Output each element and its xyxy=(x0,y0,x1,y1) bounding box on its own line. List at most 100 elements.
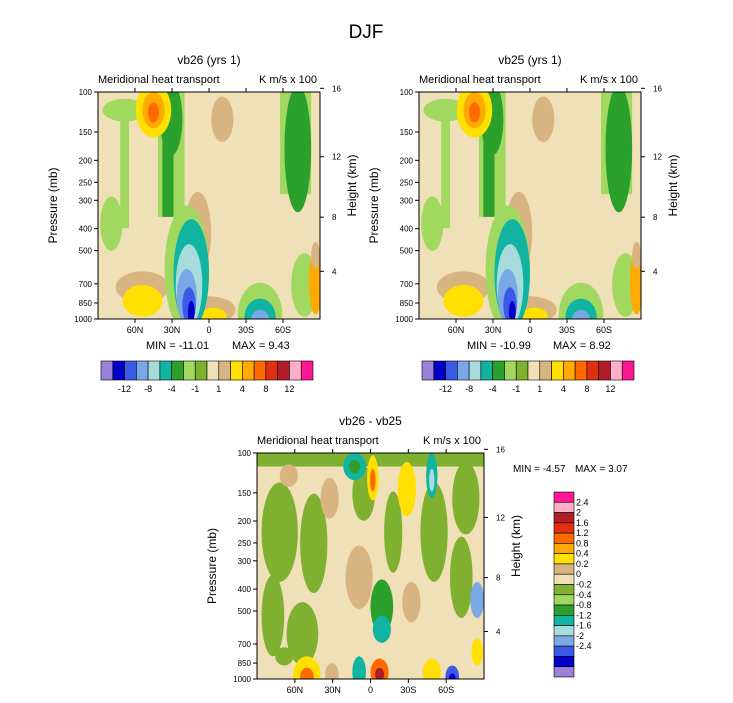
colorbar-box xyxy=(553,635,575,647)
colorbar-box xyxy=(194,360,208,381)
min-label: MIN = -4.57 xyxy=(513,464,566,475)
contour-region xyxy=(244,298,276,319)
x-tick-label: 30S xyxy=(559,325,575,335)
contour-region xyxy=(261,482,298,582)
panel-title: vb25 (yrs 1) xyxy=(498,53,561,67)
colorbar-label: -12 xyxy=(439,384,452,394)
contour-region xyxy=(532,96,555,142)
x-tick-label: 0 xyxy=(206,325,211,335)
colorbar-label: -8 xyxy=(144,384,152,394)
contour-region xyxy=(279,464,298,487)
contour-region xyxy=(345,545,373,609)
colorbar-label: -4 xyxy=(168,384,176,394)
contour-region xyxy=(187,300,195,319)
contour-region xyxy=(565,298,597,319)
height-tick-label: 16 xyxy=(496,445,505,454)
colorbar-box xyxy=(230,360,243,381)
contour-region xyxy=(352,656,366,679)
panel-title: vb26 - vb25 xyxy=(339,414,402,428)
contour-region xyxy=(300,493,328,594)
colorbar-label: -12 xyxy=(118,384,131,394)
colorbar-box xyxy=(553,656,575,668)
y-axis-label: Pressure (mb) xyxy=(205,528,219,604)
colorbar-box xyxy=(421,360,435,381)
subtitle-left: Meridional heat transport xyxy=(419,74,541,86)
colorbar-label: -0.8 xyxy=(576,600,592,610)
subtitle-right: K m/s x 100 xyxy=(423,435,481,447)
colorbar-label: 0.2 xyxy=(576,559,589,569)
colorbar-box xyxy=(553,645,575,657)
x-tick-label: 30N xyxy=(164,325,181,335)
colorbar-box xyxy=(553,584,575,596)
colorbar-box xyxy=(553,625,575,637)
contour-region xyxy=(311,241,320,270)
colorbar-box xyxy=(553,501,575,513)
colorbar-box xyxy=(563,360,576,381)
colorbar-box xyxy=(277,360,290,381)
colorbar-box xyxy=(553,543,575,554)
y-tick-label: 400 xyxy=(238,585,252,594)
max-label: MAX = 9.43 xyxy=(232,340,290,352)
colorbar-label: 12 xyxy=(605,384,615,394)
contour-region xyxy=(449,536,473,618)
y-tick-label: 700 xyxy=(238,640,252,649)
colorbar-label: -1.6 xyxy=(576,621,592,631)
colorbar-box xyxy=(480,360,493,381)
colorbar-box xyxy=(610,360,623,381)
subtitle-right: K m/s x 100 xyxy=(259,74,317,86)
y-tick-label: 150 xyxy=(400,128,414,137)
height-tick-label: 12 xyxy=(653,153,662,162)
x-tick-label: 30N xyxy=(485,325,502,335)
y-tick-label: 850 xyxy=(400,299,414,308)
colorbar-box xyxy=(445,360,458,381)
x-tick-label: 60N xyxy=(448,325,465,335)
colorbar-label: -1.2 xyxy=(576,610,592,620)
colorbar-label: 0.8 xyxy=(576,538,589,548)
panel-vb25: vb25 (yrs 1) Meridional heat transport K m… xyxy=(367,53,680,394)
colorbar-box xyxy=(515,360,529,381)
x-tick-label: 30N xyxy=(324,685,341,695)
colorbar-box xyxy=(553,604,575,616)
colorbar-box xyxy=(100,360,114,381)
colorbar-box xyxy=(586,360,599,381)
y-tick-label: 100 xyxy=(79,88,93,97)
colorbar-box xyxy=(553,573,575,585)
y-tick-label: 1000 xyxy=(395,315,413,324)
contour-region xyxy=(284,92,312,213)
contour-region xyxy=(300,667,314,679)
y-tick-label: 1000 xyxy=(233,675,251,684)
contour-region xyxy=(162,137,174,217)
colorbar-label: 1.6 xyxy=(576,518,589,528)
colorbar-box xyxy=(136,360,149,381)
height-tick-label: 16 xyxy=(332,84,341,93)
y-tick-label: 850 xyxy=(79,299,93,308)
y-tick-label: 400 xyxy=(79,225,93,234)
y-tick-label: 700 xyxy=(79,280,93,289)
colorbar-box xyxy=(553,594,575,606)
y-tick-label: 500 xyxy=(79,247,93,256)
subtitle-left: Meridional heat transport xyxy=(98,74,220,86)
colorbar-label: -2 xyxy=(576,631,584,641)
colorbar-label: 1 xyxy=(537,384,542,394)
height-tick-label: 4 xyxy=(332,267,337,276)
contour-region xyxy=(483,137,495,217)
colorbar-box xyxy=(112,360,125,381)
contour-field xyxy=(419,92,641,319)
x-tick-label: 60N xyxy=(287,685,304,695)
x-tick-label: 60S xyxy=(596,325,612,335)
contour-region xyxy=(275,647,294,666)
contour-region xyxy=(471,638,483,666)
colorbar-box xyxy=(574,360,588,381)
height-tick-label: 8 xyxy=(496,574,501,583)
colorbar-label: 8 xyxy=(584,384,589,394)
height-tick-label: 12 xyxy=(496,513,505,522)
colorbar-label: 1.2 xyxy=(576,528,589,538)
colorbar-label: 8 xyxy=(263,384,268,394)
colorbar-box xyxy=(553,553,575,565)
x-tick-label: 60S xyxy=(275,325,291,335)
y-tick-label: 200 xyxy=(400,156,414,165)
y-tick-label: 150 xyxy=(79,128,93,137)
colorbar-box xyxy=(553,532,575,544)
colorbar-label: 0.4 xyxy=(576,549,589,559)
contour-region xyxy=(251,309,269,319)
